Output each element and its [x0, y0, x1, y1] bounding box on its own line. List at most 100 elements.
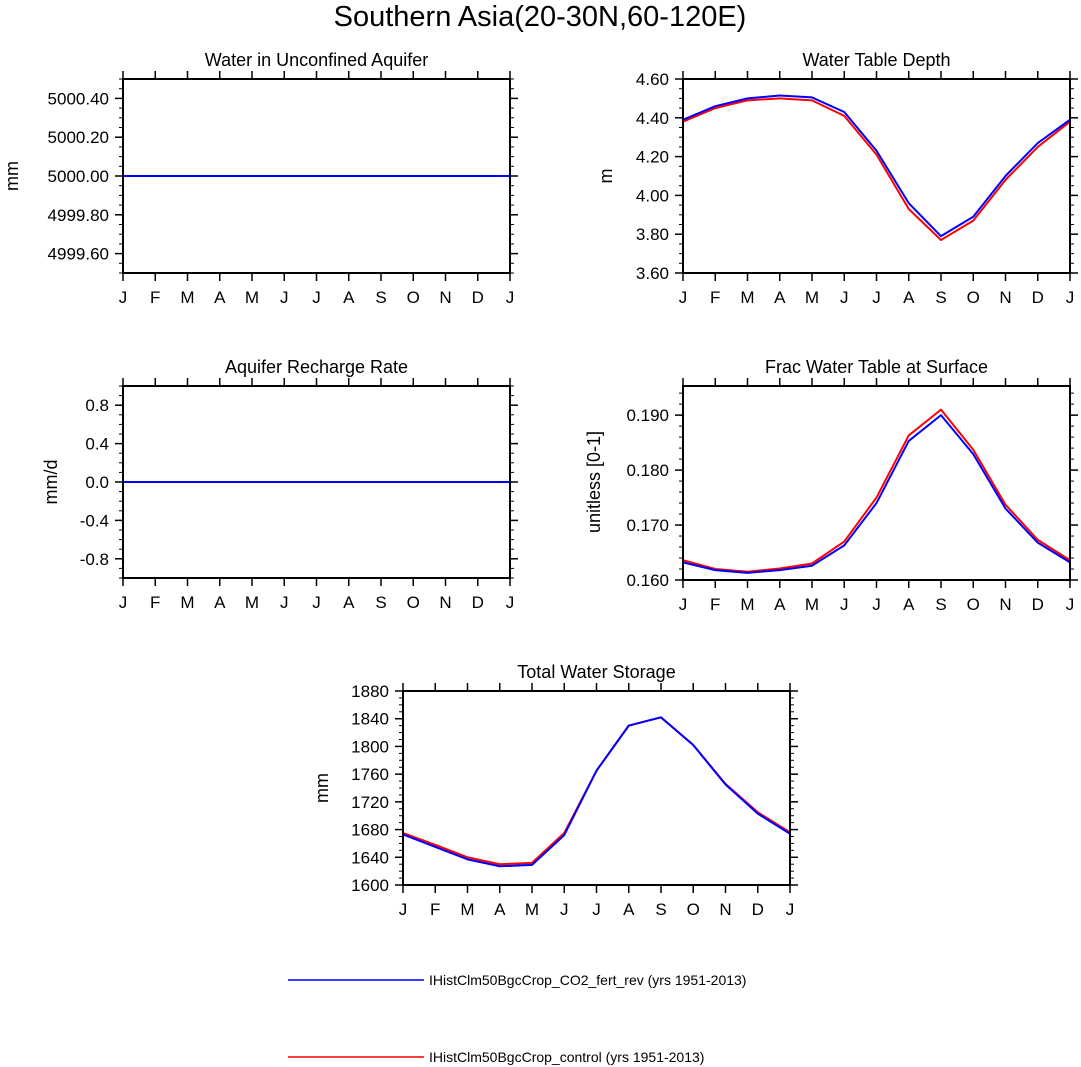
x-tick-label: M: [525, 900, 539, 919]
series-line: [402, 716, 791, 868]
x-tick-label: J: [679, 595, 688, 614]
y-tick-label: 3.80: [636, 225, 669, 244]
x-tick-label: D: [752, 900, 764, 919]
y-tick-label: 0.8: [85, 396, 109, 415]
x-tick-label: A: [623, 900, 635, 919]
y-tick-label: 5000.00: [48, 167, 109, 186]
x-tick-label: F: [710, 595, 720, 614]
x-tick-label: S: [375, 288, 386, 307]
y-tick-label: 0.180: [626, 461, 669, 480]
x-tick-label: O: [407, 288, 420, 307]
y-tick-label: 1600: [351, 876, 389, 895]
y-tick-label: 4999.60: [48, 245, 109, 264]
legend-label: IHistClm50BgcCrop_CO2_fert_rev (yrs 1951…: [429, 972, 746, 988]
y-tick-label: 1840: [351, 710, 389, 729]
x-tick-label: J: [840, 595, 849, 614]
figure-title: Southern Asia(20-30N,60-120E): [334, 1, 747, 33]
x-tick-label: J: [506, 288, 515, 307]
x-tick-label: J: [786, 900, 795, 919]
x-tick-label: N: [719, 900, 731, 919]
x-tick-label: D: [472, 288, 484, 307]
y-axis-label: mm: [2, 161, 22, 191]
x-tick-label: A: [214, 593, 226, 612]
chart-title: Aquifer Recharge Rate: [225, 357, 408, 377]
x-tick-label: J: [872, 288, 881, 307]
y-axis-label: mm/d: [41, 460, 61, 505]
chart-title: Water Table Depth: [802, 50, 950, 70]
x-tick-label: N: [999, 595, 1011, 614]
x-tick-label: A: [343, 593, 355, 612]
x-tick-label: J: [679, 288, 688, 307]
x-tick-label: A: [214, 288, 226, 307]
chart-panel: J F M A M J J A S O N D J188018401800176017201680164…: [312, 662, 798, 919]
x-tick-label: A: [903, 595, 915, 614]
x-tick-label: M: [180, 593, 194, 612]
x-tick-label: J: [506, 593, 515, 612]
y-tick-label: 0.170: [626, 516, 669, 535]
x-tick-label: S: [935, 288, 946, 307]
y-tick-label: 1800: [351, 737, 389, 756]
x-tick-label: J: [592, 900, 601, 919]
x-tick-label: O: [687, 900, 700, 919]
y-tick-label: 1880: [351, 682, 389, 701]
y-tick-label: 0.4: [85, 435, 109, 454]
chart-title: Frac Water Table at Surface: [765, 357, 988, 377]
chart-panel: J F M A M J J A S O N D J5000.405000.205000.004999.8…: [2, 50, 518, 307]
y-tick-label: 4.60: [636, 70, 669, 89]
x-tick-label: D: [1032, 288, 1044, 307]
x-tick-label: F: [150, 593, 160, 612]
x-tick-label: S: [375, 593, 386, 612]
x-tick-label: A: [774, 288, 786, 307]
x-tick-label: D: [1032, 595, 1044, 614]
y-tick-label: 1720: [351, 793, 389, 812]
y-tick-label: 1680: [351, 821, 389, 840]
y-axis-label: m: [596, 169, 616, 184]
x-tick-label: J: [399, 900, 408, 919]
y-tick-label: 0.0: [85, 473, 109, 492]
panels: J F M A M J J A S O N D J5000.405000.205000.004999.8…: [2, 50, 1078, 919]
y-tick-label: 1640: [351, 848, 389, 867]
x-tick-label: A: [494, 900, 506, 919]
y-tick-label: 4.20: [636, 148, 669, 167]
x-tick-label: J: [280, 593, 289, 612]
x-tick-label: J: [119, 593, 128, 612]
series-line: [682, 414, 1071, 574]
y-axis-label: unitless [0-1]: [584, 431, 604, 533]
x-tick-label: A: [903, 288, 915, 307]
x-tick-label: F: [430, 900, 440, 919]
x-tick-label: M: [460, 900, 474, 919]
x-tick-label: M: [245, 288, 259, 307]
y-tick-label: 5000.20: [48, 128, 109, 147]
x-tick-label: J: [312, 593, 321, 612]
y-tick-label: 4.00: [636, 186, 669, 205]
x-tick-label: O: [967, 288, 980, 307]
y-tick-label: 0.190: [626, 406, 669, 425]
y-tick-label: 5000.40: [48, 89, 109, 108]
x-tick-label: M: [805, 288, 819, 307]
legend: IHistClm50BgcCrop_CO2_fert_rev (yrs 1951…: [288, 972, 746, 1065]
x-tick-label: M: [245, 593, 259, 612]
y-tick-label: 4.40: [636, 109, 669, 128]
chart-panel: J F M A M J J A S O N D J4.604.404.204.003.803.60Wat…: [596, 50, 1078, 307]
x-tick-label: J: [872, 595, 881, 614]
x-tick-label: J: [1066, 288, 1075, 307]
x-tick-label: O: [967, 595, 980, 614]
y-tick-label: 0.160: [626, 571, 669, 590]
x-tick-label: S: [935, 595, 946, 614]
x-tick-label: M: [180, 288, 194, 307]
x-tick-label: J: [1066, 595, 1075, 614]
x-tick-label: A: [343, 288, 355, 307]
x-tick-label: A: [774, 595, 786, 614]
x-tick-label: N: [439, 593, 451, 612]
y-tick-label: -0.8: [80, 550, 109, 569]
x-tick-label: O: [407, 593, 420, 612]
x-tick-label: N: [999, 288, 1011, 307]
x-tick-label: M: [740, 288, 754, 307]
y-tick-label: 4999.80: [48, 206, 109, 225]
x-tick-label: F: [710, 288, 720, 307]
x-tick-label: J: [280, 288, 289, 307]
